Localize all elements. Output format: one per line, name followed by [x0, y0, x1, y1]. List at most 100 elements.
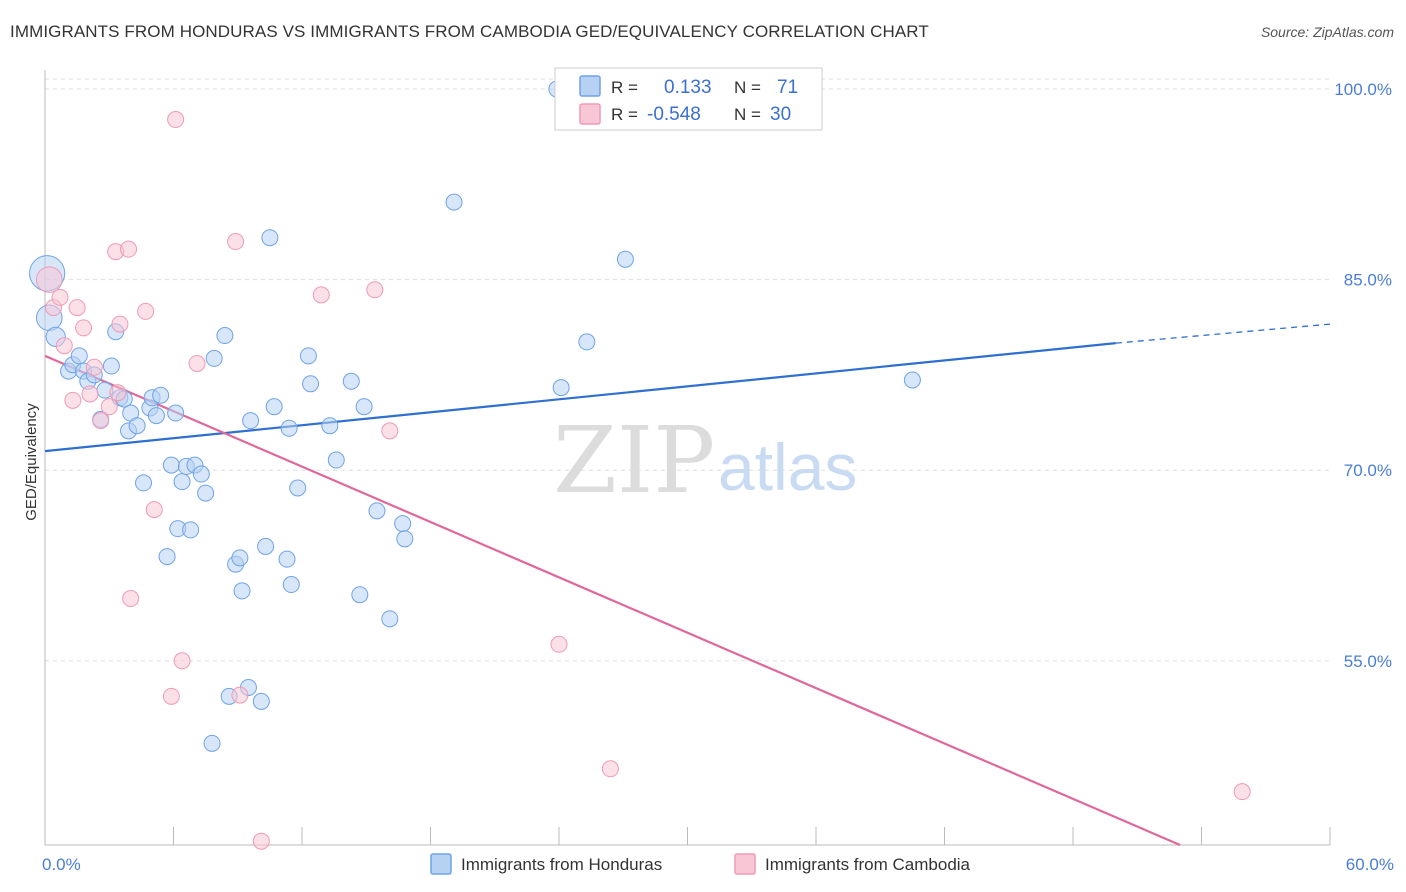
data-point-honduras [396, 530, 414, 548]
watermark-atlas: atlas [718, 430, 857, 504]
data-point-honduras [289, 479, 307, 497]
legend-swatch-cambodia [579, 103, 601, 125]
legend-r-label-1: R = [611, 78, 638, 97]
data-point-honduras [381, 610, 399, 628]
data-point-honduras [282, 576, 300, 594]
data-point-cambodia [1233, 783, 1251, 801]
tick-labels: 55.0% 70.0% 85.0% 100.0% 0.0% 60.0% [42, 80, 1394, 874]
data-point-cambodia [231, 686, 249, 704]
data-point-honduras [216, 327, 234, 345]
data-point-cambodia [312, 286, 330, 304]
data-point-honduras [147, 407, 165, 425]
legend-n-label-2: N = [734, 105, 761, 124]
legend-swatch-honduras [579, 75, 601, 97]
data-point-honduras [394, 515, 412, 533]
data-point-honduras [167, 404, 185, 422]
data-point-cambodia [167, 111, 185, 129]
data-point-cambodia [111, 315, 129, 333]
legend-r-value-1: 0.133 [664, 77, 712, 98]
data-point-cambodia [51, 288, 69, 306]
data-point-honduras [233, 582, 251, 600]
legend-n-value-2: 30 [770, 104, 791, 125]
y-tick-label: 100.0% [1334, 80, 1392, 99]
data-point-cambodia [366, 281, 384, 299]
chart-title: IMMIGRANTS FROM HONDURAS VS IMMIGRANTS F… [10, 22, 929, 41]
data-point-honduras [351, 586, 369, 604]
legend-n-value-1: 71 [777, 77, 798, 98]
watermark-zip: ZIP [553, 407, 715, 514]
data-point-honduras [321, 417, 339, 435]
y-tick-label: 85.0% [1344, 271, 1392, 290]
data-point-honduras [265, 398, 283, 416]
data-point-honduras [128, 417, 146, 435]
data-point-cambodia [85, 358, 103, 376]
data-point-honduras [102, 357, 120, 375]
source-label: Source: ZipAtlas.com [1260, 24, 1394, 40]
data-point-cambodia [137, 302, 155, 320]
data-point-cambodia [109, 384, 127, 402]
data-point-honduras [231, 549, 249, 567]
data-point-honduras [552, 379, 570, 397]
data-point-cambodia [227, 233, 245, 251]
data-point-cambodia [64, 391, 82, 409]
data-point-honduras [368, 502, 386, 520]
data-point-honduras [70, 347, 88, 365]
data-point-cambodia [55, 337, 73, 355]
gridlines [45, 78, 1330, 662]
series-legend-label-honduras: Immigrants from Honduras [461, 855, 662, 874]
series-legend-swatch-cambodia [734, 853, 756, 875]
data-point-honduras [616, 250, 634, 268]
trend-line-honduras-extension [1115, 323, 1331, 344]
data-point-cambodia [120, 240, 138, 258]
data-point-cambodia [173, 652, 191, 670]
legend-r-value-2: -0.548 [647, 104, 701, 125]
data-point-honduras [327, 451, 345, 469]
data-point-honduras [173, 473, 191, 491]
series-legend: Immigrants from Honduras Immigrants from… [430, 853, 971, 875]
data-point-cambodia [122, 590, 140, 608]
data-point-honduras [242, 412, 260, 430]
data-point-honduras [135, 474, 153, 492]
data-point-honduras [903, 371, 921, 389]
data-point-cambodia [601, 760, 619, 778]
data-point-honduras [158, 548, 176, 566]
data-point-honduras [203, 734, 221, 752]
data-point-honduras [299, 347, 317, 365]
data-point-honduras [205, 349, 223, 367]
legend-r-label-2: R = [611, 105, 638, 124]
data-point-cambodia [252, 832, 270, 850]
data-point-honduras [278, 550, 296, 568]
data-point-cambodia [81, 385, 99, 403]
watermark: ZIP atlas [553, 407, 857, 514]
legend-n-label-1: N = [734, 78, 761, 97]
data-point-honduras [302, 375, 320, 393]
x-tick-label-min: 0.0% [42, 855, 81, 874]
data-point-honduras [197, 484, 215, 502]
data-point-honduras [261, 229, 279, 247]
data-point-honduras [252, 692, 270, 710]
data-point-honduras [355, 398, 373, 416]
data-point-cambodia [68, 299, 86, 317]
trend-lines [44, 323, 1331, 847]
data-point-cambodia [550, 635, 568, 653]
stats-legend: R = 0.133 N = 71 R = -0.548 N = 30 [554, 67, 823, 131]
data-point-honduras [578, 333, 596, 351]
y-axis-label: GED/Equivalency [23, 403, 40, 521]
data-point-cambodia [35, 266, 63, 293]
series-legend-label-cambodia: Immigrants from Cambodia [765, 855, 971, 874]
x-tick-label-max: 60.0% [1346, 855, 1394, 874]
data-points [29, 80, 1251, 850]
data-point-cambodia [145, 501, 163, 519]
series-legend-swatch-honduras [430, 853, 452, 875]
data-point-cambodia [162, 687, 180, 705]
data-point-cambodia [381, 422, 399, 440]
trend-line-cambodia [44, 354, 1181, 847]
data-point-honduras [280, 419, 298, 437]
data-point-honduras [152, 386, 170, 404]
data-point-cambodia [75, 319, 93, 337]
data-point-honduras [342, 372, 360, 390]
data-point-honduras [162, 456, 180, 474]
data-point-cambodia [188, 354, 206, 372]
data-point-cambodia [100, 398, 118, 416]
